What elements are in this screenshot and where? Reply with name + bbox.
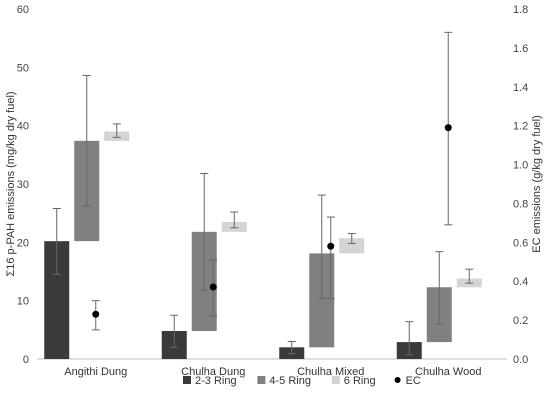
y2-tick-label: 1.8 — [513, 4, 528, 16]
y2-axis-title: EC emissions (g/kg dry fuel) — [531, 115, 543, 253]
y-tick-label: 40 — [17, 121, 29, 133]
legend-swatch-ec — [394, 377, 401, 383]
y2-axis-ticks: 0.0 0.2 0.4 0.6 0.8 1.0 1.2 1.4 1.6 1.8 — [513, 4, 528, 366]
y2-tick-label: 0.6 — [513, 237, 528, 249]
x-axis-categories: Angithi Dung Chulha Dung Chulha Mixed Chulh… — [64, 366, 481, 378]
y-axis-ticks: 0 10 20 30 40 50 60 — [17, 4, 29, 366]
y2-tick-label: 1.4 — [513, 82, 528, 94]
legend-label-ec: EC — [406, 375, 421, 387]
legend-swatch-2-3-ring — [183, 376, 191, 384]
y2-tick-label: 0.0 — [513, 354, 528, 366]
ec-point — [209, 283, 217, 291]
y-tick-label: 0 — [23, 354, 29, 366]
y-tick-label: 50 — [17, 62, 29, 74]
legend: 2-3 Ring 4-5 Ring 6 Ring EC — [183, 375, 421, 387]
y2-tick-label: 1.6 — [513, 43, 528, 55]
x-category-label: Chulha Dung — [181, 366, 245, 378]
x-category-label: Chulha Wood — [415, 366, 481, 378]
legend-swatch-4-5-ring — [257, 376, 266, 384]
ec-point — [92, 310, 100, 318]
y2-tick-label: 0.8 — [513, 198, 528, 210]
legend-label-2-3-ring: 2-3 Ring — [195, 375, 237, 387]
x-category-label: Angithi Dung — [64, 366, 127, 378]
y-tick-label: 20 — [17, 237, 29, 249]
bar-6-ring — [339, 238, 365, 254]
y2-tick-label: 1.2 — [513, 121, 528, 133]
y2-tick-label: 0.4 — [513, 276, 528, 288]
y-tick-label: 10 — [17, 296, 29, 308]
legend-label-4-5-ring: 4-5 Ring — [269, 375, 311, 387]
y-axis-title: Σ16 p-PAH emissions (mg/kg dry fuel) — [5, 91, 17, 276]
legend-swatch-6-ring — [331, 376, 340, 384]
ec-point — [444, 124, 452, 132]
y2-tick-label: 1.0 — [513, 160, 528, 172]
plot-area — [37, 31, 507, 360]
x-category-label: Chulha Mixed — [297, 366, 364, 378]
y-tick-label: 60 — [17, 4, 29, 16]
legend-label-6-ring: 6 Ring — [344, 375, 376, 387]
y2-tick-label: 0.2 — [513, 315, 528, 327]
y-tick-label: 30 — [17, 179, 29, 191]
ec-point — [327, 242, 335, 250]
